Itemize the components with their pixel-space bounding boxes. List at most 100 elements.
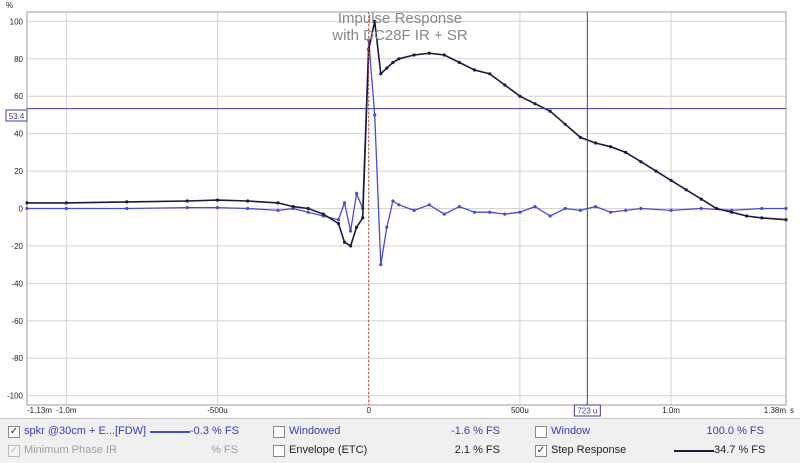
y-tick-label: 60 — [14, 92, 23, 101]
series-point — [246, 206, 250, 211]
series-point — [593, 141, 598, 145]
x-tick-label: 0 — [366, 406, 371, 415]
series-point — [336, 218, 341, 222]
x-tick-label: -1.0m — [56, 406, 77, 415]
series-point — [654, 169, 658, 173]
envelope-checkbox[interactable] — [273, 445, 285, 457]
x-unit-label: s — [790, 406, 794, 415]
y-unit-label: % — [6, 1, 13, 10]
series-group — [25, 19, 788, 267]
legend-panel: ✓ spkr @30cm + E...[FDW] -0.3 % FS Windo… — [0, 418, 800, 463]
series-point — [385, 225, 389, 229]
series-point — [609, 210, 613, 214]
minimum-phase-checkbox[interactable]: ✓ — [8, 445, 20, 457]
series-point — [373, 19, 377, 23]
series-point — [503, 212, 507, 216]
series-point — [125, 200, 129, 204]
measurement-checkbox[interactable]: ✓ — [8, 426, 20, 438]
measurement-label: spkr @30cm + E...[FDW] — [24, 425, 147, 437]
series-point — [349, 244, 353, 248]
step-response-swatch — [674, 450, 714, 452]
series-point — [291, 205, 295, 209]
series-point — [215, 198, 220, 202]
series-point — [488, 210, 492, 214]
series-point — [760, 206, 764, 211]
series-point — [503, 83, 507, 87]
series-point — [25, 206, 29, 211]
y-tick-label: -40 — [11, 279, 23, 288]
y-tick-label: -20 — [11, 242, 23, 251]
series-point — [64, 206, 68, 211]
series-point — [246, 199, 250, 203]
window-checkbox[interactable] — [535, 426, 547, 438]
series-point — [699, 206, 703, 211]
legend-item-step-response[interactable]: ✓ Step Response 34.7 % FS — [532, 441, 772, 459]
series-point — [412, 53, 416, 57]
y-tick-label: 80 — [14, 55, 23, 64]
x-tick-label: 1.0m — [662, 406, 680, 415]
series-point — [609, 145, 613, 149]
series-point — [391, 199, 395, 203]
series-point — [624, 150, 628, 154]
impulse-response-chart[interactable]: 100 80 60 40 20 0 -20 -40 -60 -80 -100-1.13m -1.0m -… — [0, 0, 800, 418]
y-tick-label: 100 — [10, 17, 24, 26]
legend-item-envelope[interactable]: Envelope (ETC) 2.1 % FS — [270, 441, 510, 459]
minimum-phase-value: % FS — [211, 444, 238, 456]
series-point — [379, 263, 383, 267]
series-point — [760, 216, 764, 220]
series-line-impulse — [27, 40, 786, 265]
series-point — [306, 206, 310, 211]
series-point — [427, 51, 431, 55]
series-point — [784, 218, 788, 222]
series-point — [745, 214, 749, 218]
series-point — [355, 191, 359, 196]
series-point — [639, 206, 643, 211]
series-point — [336, 221, 341, 226]
x-tick-label: 500u — [511, 406, 529, 415]
step-response-checkbox[interactable]: ✓ — [535, 445, 547, 457]
series-point — [442, 212, 446, 216]
series-point — [457, 60, 461, 65]
legend-item-minimum-phase[interactable]: ✓ Minimum Phase IR % FS — [0, 441, 260, 459]
envelope-label: Envelope (ETC) — [289, 444, 368, 456]
y-tick-label: 20 — [14, 167, 23, 176]
series-point — [548, 214, 552, 218]
series-point — [25, 201, 29, 205]
tick-labels: 100 80 60 40 20 0 -20 -40 -60 -80 -100-1.13m -1.0m -… — [7, 17, 786, 415]
windowed-checkbox[interactable] — [273, 426, 285, 438]
step-response-value: 34.7 % FS — [714, 444, 766, 456]
series-point — [563, 206, 567, 211]
y-tick-label: -60 — [11, 317, 23, 326]
x-tick-label: 1.38m — [764, 406, 787, 415]
series-point — [306, 210, 310, 214]
series-point — [321, 212, 325, 216]
series-point — [578, 135, 583, 139]
series-point — [518, 210, 522, 214]
series-point — [563, 122, 567, 126]
legend-item-windowed[interactable]: Windowed -1.6 % FS — [270, 422, 510, 440]
series-point — [472, 210, 477, 214]
series-point — [533, 205, 537, 209]
series-point — [64, 201, 68, 205]
grid — [27, 12, 786, 405]
series-point — [185, 206, 189, 210]
series-point — [669, 208, 673, 212]
series-point — [488, 72, 492, 76]
series-point — [639, 160, 643, 164]
legend-item-window[interactable]: Window 100.0 % FS — [532, 422, 772, 440]
series-point — [699, 197, 703, 201]
series-point — [784, 206, 788, 211]
x-tick-label: -1.13m — [27, 406, 52, 415]
chart-title-line-1: Impulse Response — [338, 10, 462, 27]
series-point — [533, 102, 537, 106]
y-tick-label: 40 — [14, 130, 23, 139]
legend-item-measurement[interactable]: ✓ spkr @30cm + E...[FDW] -0.3 % FS — [0, 422, 260, 440]
series-line-step — [27, 21, 787, 248]
window-label: Window — [551, 425, 591, 437]
cursor-x-readout: 723 u — [573, 404, 601, 417]
envelope-value: 2.1 % FS — [454, 444, 500, 456]
series-point — [342, 240, 347, 244]
window-value: 100.0 % FS — [706, 425, 764, 437]
measurement-swatch — [150, 431, 190, 433]
series-point — [215, 206, 220, 210]
